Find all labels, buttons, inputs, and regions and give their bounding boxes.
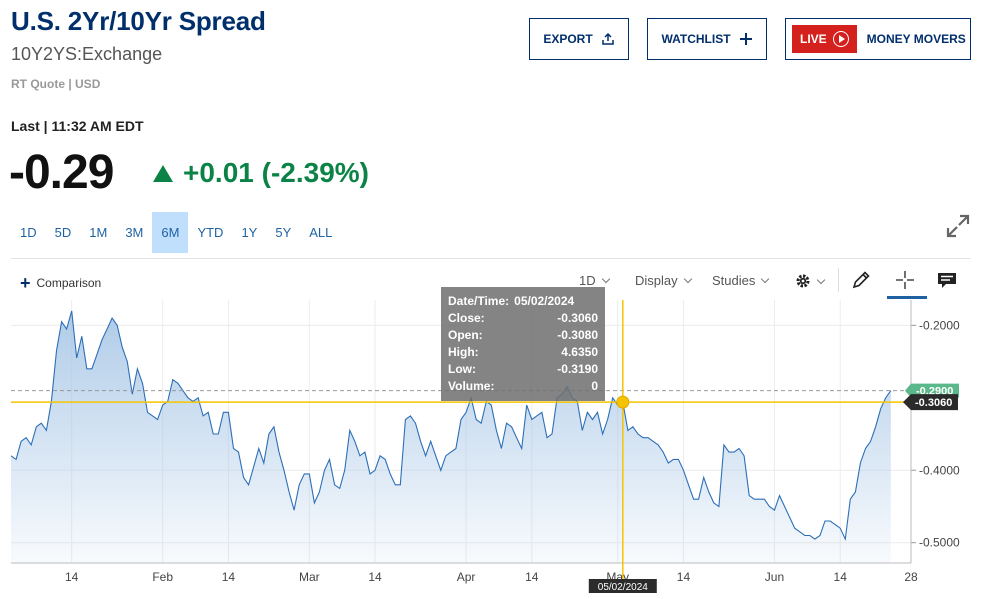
tooltip-row: High: 4.6350 <box>448 344 598 361</box>
symbol-label: 10Y2YS:Exchange <box>11 44 163 64</box>
last-timestamp: Last | 11:32 AM EDT <box>11 118 144 134</box>
range-selector: 1D 5D 1M 3M 6M YTD 1Y 5Y ALL <box>11 212 341 253</box>
watchlist-button[interactable]: WATCHLIST <box>647 18 767 60</box>
share-icon <box>601 32 614 45</box>
gear-icon <box>796 274 810 288</box>
prev-close-marker <box>905 383 959 398</box>
money-movers-label: MONEY MOVERS <box>866 32 966 46</box>
crosshair-date-marker <box>588 579 657 593</box>
tooltip-value: 0 <box>591 379 598 393</box>
crosshair-active-indicator <box>887 296 927 299</box>
series-line <box>10 310 892 542</box>
page-title: U.S. 2Yr/10Yr Spread <box>11 6 266 36</box>
price-change: +0.01 (-2.39%) <box>153 157 369 189</box>
x-tick-label: 14 <box>368 570 382 584</box>
x-tick-label: 14 <box>834 570 848 584</box>
tooltip-value: -0.3080 <box>557 328 598 342</box>
crosshair-y-label: -0.3060 <box>915 397 952 409</box>
play-icon <box>832 31 849 47</box>
range-5y-button[interactable]: 5Y <box>275 225 292 240</box>
interval-dropdown[interactable]: 1D <box>579 273 610 288</box>
range-1m-button[interactable]: 1M <box>89 225 108 240</box>
range-1y-button[interactable]: 1Y <box>241 225 258 240</box>
range-1d-button[interactable]: 1D <box>20 225 37 240</box>
tooltip-value: -0.3060 <box>557 311 598 325</box>
series-area <box>11 310 891 563</box>
quote-meta: RT Quote | USD <box>11 77 101 91</box>
pencil-icon[interactable] <box>849 268 873 292</box>
up-arrow-icon <box>153 164 173 182</box>
x-tick-label: 28 <box>904 570 918 584</box>
live-label: LIVE <box>800 32 827 46</box>
settings-dropdown[interactable] <box>795 273 826 289</box>
crosshair-date-label: 05/02/2024 <box>598 582 648 593</box>
tooltip-label: High: <box>448 345 479 359</box>
x-tick-label: Jun <box>765 570 784 584</box>
studies-label: Studies <box>712 273 756 288</box>
range-6m-button[interactable]: 6M <box>152 212 189 253</box>
x-tick-label: Mar <box>299 570 320 584</box>
expand-icon[interactable] <box>944 212 972 240</box>
tooltip-value: 05/02/2024 <box>514 294 575 308</box>
crosshair-icon[interactable] <box>893 268 917 292</box>
plus-icon: + <box>20 273 31 293</box>
plus-icon <box>739 33 752 45</box>
tooltip-label: Volume: <box>448 379 495 393</box>
toolbar-divider <box>11 258 971 259</box>
annotation-icon[interactable] <box>935 268 959 292</box>
crosshair-point <box>616 395 630 409</box>
tooltip-row: Close: -0.3060 <box>448 310 598 327</box>
x-tick-label: Apr <box>457 570 476 584</box>
y-tick-label: -0.2000 <box>919 318 960 332</box>
range-all-button[interactable]: ALL <box>309 225 333 240</box>
display-label: Display <box>635 273 678 288</box>
live-badge: LIVE <box>792 25 857 53</box>
tooltip-row: Open: -0.3080 <box>448 327 598 344</box>
tooltip-row: Volume: 0 <box>448 378 598 395</box>
tooltip-row: Low: -0.3190 <box>448 361 598 378</box>
tooltip-label: Close: <box>448 311 485 325</box>
tooltip-label: Date/Time: <box>448 294 510 308</box>
last-price: -0.29 <box>9 146 114 199</box>
y-tick-label: -0.4000 <box>919 463 960 477</box>
x-tick-label: 14 <box>222 570 236 584</box>
tooltip-label: Open: <box>448 328 483 342</box>
display-dropdown[interactable]: Display <box>635 273 692 288</box>
export-button[interactable]: EXPORT <box>529 18 629 60</box>
x-tick-label: 14 <box>677 570 691 584</box>
range-5d-button[interactable]: 5D <box>54 225 72 240</box>
studies-dropdown[interactable]: Studies <box>712 273 770 288</box>
y-tick-label: -0.5000 <box>919 536 960 550</box>
range-3m-button[interactable]: 3M <box>125 225 144 240</box>
x-tick-label: Feb <box>152 570 173 584</box>
crosshair-tooltip: Date/Time: 05/02/2024 Close: -0.3060 Open: -0… <box>441 287 605 401</box>
tooltip-label: Low: <box>448 362 476 376</box>
range-ytd-button[interactable]: YTD <box>197 225 224 240</box>
interval-label: 1D <box>579 273 596 288</box>
watchlist-label: WATCHLIST <box>661 32 731 46</box>
crosshair-y-marker <box>903 394 958 411</box>
money-movers-button[interactable]: LIVE MONEY MOVERS <box>785 18 971 60</box>
tooltip-row: Date/Time: 05/02/2024 <box>448 293 598 310</box>
x-tick-label: 14 <box>525 570 539 584</box>
tooltip-value: -0.3190 <box>557 362 598 376</box>
comparison-label: Comparison <box>36 276 102 290</box>
toolbar-separator <box>838 268 839 292</box>
export-label: EXPORT <box>543 32 593 46</box>
price-change-value: +0.01 (-2.39%) <box>183 157 369 188</box>
tooltip-value: 4.6350 <box>561 345 598 359</box>
x-tick-label: 14 <box>65 570 79 584</box>
comparison-button[interactable]: + Comparison <box>20 273 102 293</box>
